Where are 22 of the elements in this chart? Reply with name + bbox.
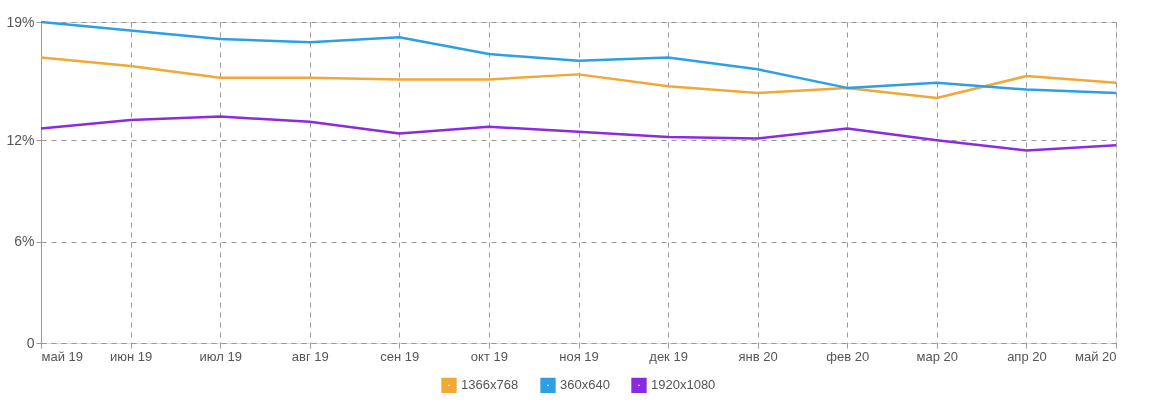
x-tick-label: авг 19 (291, 348, 329, 364)
y-tick-label: 0 (26, 334, 35, 351)
legend-label: 1920x1080 (651, 377, 716, 393)
x-tick-label: ноя 19 (559, 348, 599, 364)
x-tick-label: май 19 (41, 348, 84, 364)
x-tick-label: мар 20 (916, 348, 959, 364)
y-tick-label: 6% (14, 233, 35, 250)
x-tick-label: окт 19 (470, 348, 508, 364)
legend-label: 360x640 (560, 377, 610, 393)
x-tick-label: сен 19 (380, 348, 420, 364)
x-tick-label: апр 20 (1007, 348, 1047, 364)
x-tick-label: июн 19 (109, 348, 153, 364)
legend-label: 1366x768 (461, 377, 519, 393)
y-tick-label: 12% (6, 131, 35, 148)
x-tick-label: июл 19 (199, 348, 242, 364)
y-tick-label: 19% (6, 13, 35, 30)
x-tick-label: фев 20 (826, 348, 870, 364)
line-series (39, 115, 1118, 152)
x-tick-label: янв 20 (738, 348, 778, 364)
x-tick-label: май 20 (1074, 348, 1117, 364)
x-tick-label: дек 19 (649, 348, 688, 364)
line-series (39, 56, 1118, 100)
